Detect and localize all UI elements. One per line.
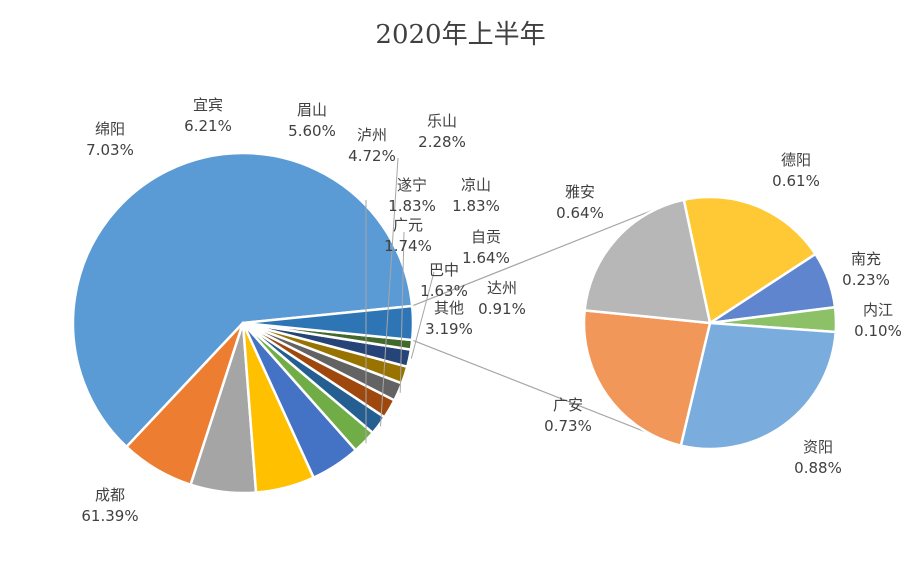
sub-pie-label-value-1: 0.61% (772, 172, 820, 190)
sub-pie-label-value-5: 0.73% (544, 417, 592, 435)
sub-pie-label-name-5: 广安 (553, 396, 583, 414)
pie-label-value-5: 4.72% (348, 147, 396, 165)
pie-label-value-11: 1.63% (420, 282, 468, 300)
pie-label-value-7: 1.83% (388, 197, 436, 215)
pie-label-name-1: 成都 (95, 486, 125, 504)
sub-pie-label-name-3: 内江 (863, 301, 893, 319)
pie-label-name-7: 遂宁 (397, 176, 427, 194)
connector-line-upper (411, 204, 666, 307)
pie-label-name-3: 宜宾 (193, 96, 223, 114)
sub-pie-slice-1 (682, 195, 817, 325)
pie-label-name-8: 凉山 (461, 176, 491, 194)
sub-pie-label-value-4: 0.88% (794, 459, 842, 477)
pie-label-value-8: 1.83% (452, 197, 500, 215)
pie-label-value-9: 1.74% (384, 237, 432, 255)
sub-pie-label-name-1: 德阳 (781, 151, 811, 169)
pie-label-name-6: 乐山 (427, 112, 457, 130)
sub-pie-label-value-6: 0.64% (556, 204, 604, 222)
pie-label-name-13: 其他 (434, 299, 464, 317)
sub-pie (582, 195, 838, 451)
pie-label-name-2: 绵阳 (95, 120, 125, 138)
leader-line-4 (410, 271, 435, 359)
sub-pie-label-name-2: 南充 (851, 250, 881, 268)
pie-label-name-10: 自贡 (471, 228, 501, 246)
main-pie (71, 151, 415, 495)
pie-label-name-5: 泸州 (357, 126, 387, 144)
sub-pie-label-value-3: 0.10% (854, 322, 902, 340)
pie-label-name-12: 达州 (487, 279, 517, 297)
pie-label-value-13: 3.19% (425, 320, 473, 338)
sub-pie-slice-4 (679, 321, 837, 451)
sub-pie-label-name-6: 雅安 (565, 183, 595, 201)
sub-pie-slice-6 (583, 198, 712, 325)
pie-label-name-9: 广元 (393, 216, 423, 234)
leader-lines (365, 157, 435, 444)
connector-line-lower (411, 339, 650, 434)
pie-slice-1 (71, 151, 414, 449)
data-labels: 成都 61.39% 绵阳 7.03% 宜宾 6.21% 眉山 5.60% 泸州 4.72% 乐山 2.… (81, 96, 901, 525)
connector-lines (411, 204, 666, 434)
pie-label-value-3: 6.21% (184, 117, 232, 135)
leader-line-3 (399, 231, 405, 393)
pie-label-name-4: 眉山 (297, 101, 327, 119)
pie-label-value-6: 2.28% (418, 133, 466, 151)
pie-label-value-4: 5.60% (288, 122, 336, 140)
sub-pie-label-name-4: 资阳 (803, 438, 833, 456)
chart-title: 2020年上半年 (375, 20, 546, 50)
sub-pie-label-value-2: 0.23% (842, 271, 890, 289)
pie-label-value-1: 61.39% (81, 507, 138, 525)
pie-label-value-2: 7.03% (86, 141, 134, 159)
pie-slice-13 (241, 304, 415, 342)
sub-pie-slice-5 (582, 309, 712, 447)
pie-label-value-12: 0.91% (478, 300, 526, 318)
leader-line-2 (380, 157, 399, 427)
pie-label-name-11: 巴中 (429, 261, 459, 279)
pie-label-value-10: 1.64% (462, 249, 510, 267)
